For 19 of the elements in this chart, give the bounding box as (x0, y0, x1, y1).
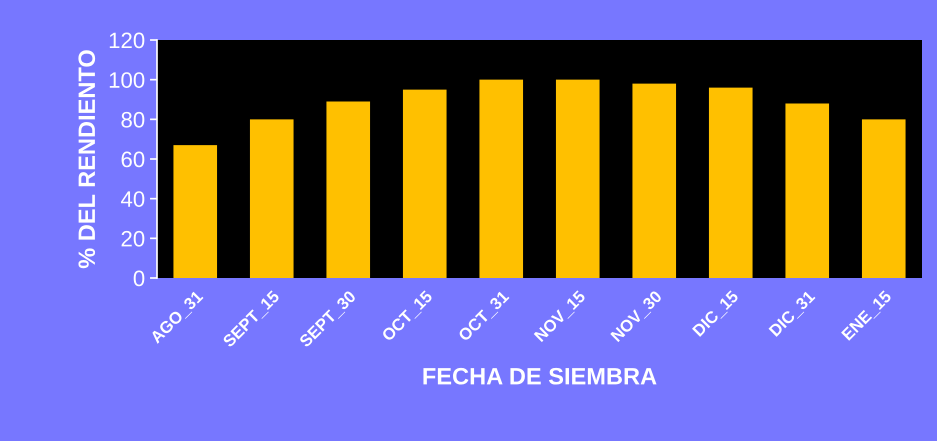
bar (250, 119, 294, 278)
bar (479, 80, 524, 278)
bar (173, 145, 218, 278)
y-tick-label: 100 (110, 72, 144, 88)
y-tick-label: 0 (134, 270, 144, 286)
y-tick-label: 40 (120, 191, 144, 207)
bar (785, 103, 830, 278)
bar (632, 84, 676, 278)
x-axis-title: FECHA DE SIEMBRA (423, 368, 656, 385)
bar (326, 101, 370, 278)
y-tick-label: 60 (122, 152, 144, 168)
bar (402, 90, 447, 278)
y-tick-label: 80 (121, 112, 144, 128)
bar (556, 80, 600, 278)
bar (862, 119, 906, 278)
bar (708, 88, 753, 278)
y-axis-title: % DEL RENDIENTO (78, 50, 96, 268)
y-tick-label: 120 (110, 32, 144, 48)
y-tick-label: 20 (122, 230, 144, 247)
